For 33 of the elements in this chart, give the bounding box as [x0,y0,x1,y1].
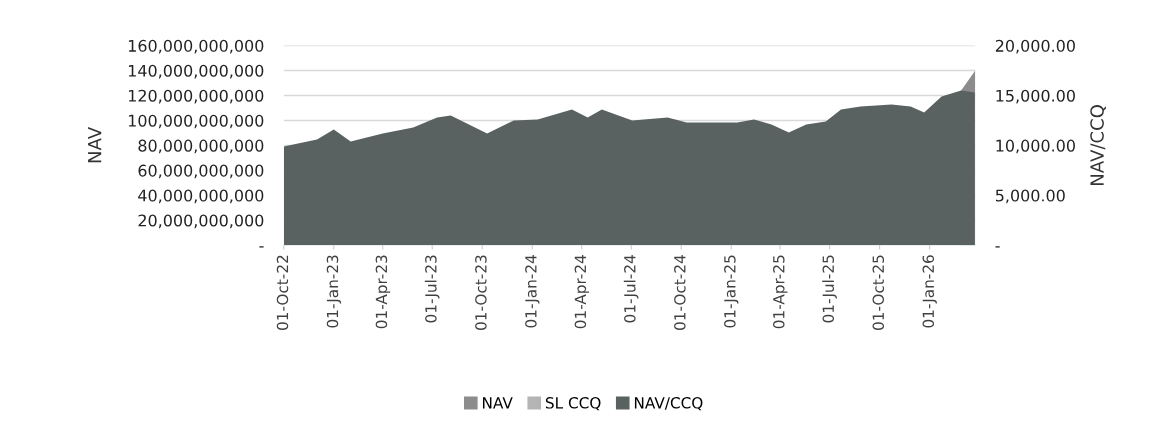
y-tick-label: 140,000,000,000 [128,64,264,79]
legend-label: SL CCQ [545,397,601,411]
x-tick-label: 01-Jan-23 [326,255,342,328]
y-tick-label: 80,000,000,000 [138,139,264,154]
y-tick-label: - [259,246,264,248]
x-tick-label: 01-Apr-24 [574,255,590,329]
x-tick-label: 01-Oct-23 [475,255,487,330]
y2-tick-label: 5,000.00 [995,189,1065,204]
y2-axis-title: NAV/CCQ [1090,105,1106,185]
y-tick-label: 20,000,000,000 [138,214,264,229]
y-tick-label: 120,000,000,000 [128,89,264,104]
y2-tick-label: 20,000.00 [995,39,1075,54]
y-tick-label: 60,000,000,000 [138,164,264,179]
x-tick-label: 01-Oct-24 [674,255,686,330]
x-tick-label: 01-Jul-25 [822,255,837,323]
y2-tick-label: 15,000.00 [996,89,1075,104]
legend-label: NAV [482,397,513,409]
x-tick-label: 01-Oct-22 [276,255,289,330]
x-tick-label: 01-Jul-24 [623,255,639,323]
x-tick-label: 01-Jan-24 [525,255,540,328]
x-tick-label: 01-Apr-25 [773,255,788,329]
y-tick-label: 40,000,000,000 [138,189,264,204]
x-tick-label: 01-Jan-26 [922,255,937,328]
y2-tick-label: 10,000.00 [996,139,1075,154]
x-tick-label: 01-Jan-25 [724,255,739,328]
y-axis-title: NAV [88,127,102,163]
y-tick-label: 160,000,000,000 [128,39,264,54]
y-tick-label: 100,000,000,000 [128,114,264,129]
legend-label: NAV/CCQ [634,397,703,411]
y2-tick-label: - [995,246,1000,248]
x-tick-label: 01-Apr-23 [375,255,391,329]
x-tick-label: 01-Oct-25 [872,255,885,330]
x-tick-label: 01-Jul-23 [424,255,440,323]
